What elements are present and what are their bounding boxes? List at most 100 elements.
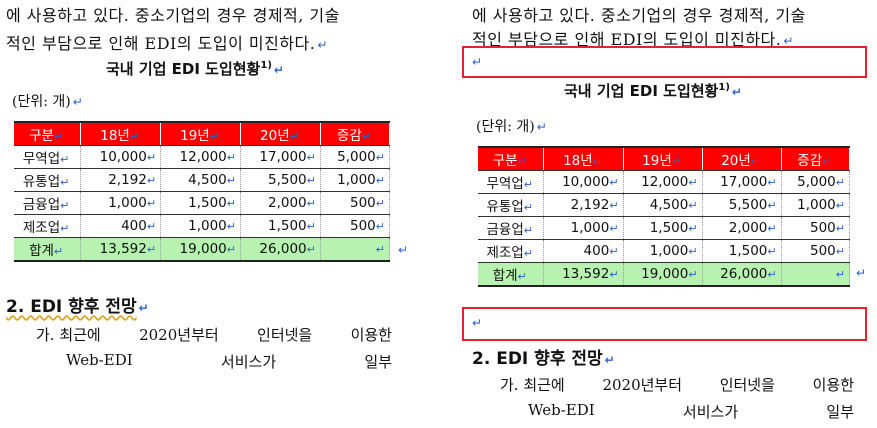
table-cell[interactable]: ↵: [320, 237, 391, 262]
cell-mark-icon: ↵: [688, 222, 698, 235]
table-cell[interactable]: 1,500↵: [623, 216, 703, 240]
cell-mark-icon: ↵: [671, 155, 681, 168]
cell-mark-icon: ↵: [146, 151, 157, 164]
cell-mark-icon: ↵: [146, 220, 157, 233]
cell-mark-icon: ↵: [517, 270, 527, 283]
list-item-line: 가. 최근에 2020년부터 인터넷을 이용한: [500, 376, 854, 394]
paragraph-mark-icon: ↵: [398, 243, 409, 257]
table-row: 유통업↵ 2,192↵ 4,500↵ 5,500↵ 1,000↵: [478, 193, 851, 217]
table-cell[interactable]: 17,000↵: [702, 170, 782, 194]
table-title: 국내 기업 EDI 도입현황1) ↵: [106, 60, 284, 78]
table-cell[interactable]: 5,000↵: [320, 145, 391, 169]
table-cell[interactable]: 1,000↵: [80, 191, 162, 215]
table-cell[interactable]: 1,000↵: [160, 214, 241, 238]
cell-mark-icon: ↵: [306, 243, 316, 256]
cell-mark-icon: ↵: [835, 222, 845, 235]
table-row-label[interactable]: 금융업↵: [478, 216, 545, 240]
table-cell[interactable]: 2,000↵: [240, 191, 321, 215]
table-cell[interactable]: 500↵: [781, 239, 851, 263]
list-item-line: Web-EDI 서비스가 일부: [66, 351, 392, 371]
table-cell[interactable]: 400↵: [543, 239, 624, 263]
table-row-label[interactable]: 금융업↵: [14, 191, 82, 215]
table-cell[interactable]: 12,000↵: [623, 170, 703, 194]
table-cell[interactable]: 5,500↵: [240, 168, 321, 192]
table-row-label[interactable]: 유통업↵: [14, 168, 82, 192]
table-title: 국내 기업 EDI 도입현황1) ↵: [564, 82, 742, 100]
table-header-cell: 구분↵: [478, 147, 545, 171]
table-cell[interactable]: ↵: [781, 262, 851, 287]
table-cell[interactable]: 13,592↵: [543, 262, 624, 287]
table-cell[interactable]: 500↵: [320, 191, 391, 215]
table-cell[interactable]: 1,500↵: [160, 191, 241, 215]
paragraph-mark-icon: ↵: [604, 353, 615, 367]
cell-mark-icon: ↵: [209, 130, 219, 143]
table-total-row: 합계↵ 13,592↵ 19,000↵ 26,000↵ ↵: [478, 262, 851, 287]
cell-mark-icon: ↵: [835, 199, 845, 212]
table-cell[interactable]: 17,000↵: [240, 145, 321, 169]
cell-mark-icon: ↵: [226, 197, 236, 210]
table-cell[interactable]: 1,000↵: [623, 239, 703, 263]
table-cell[interactable]: 4,500↵: [160, 168, 241, 192]
table-cell[interactable]: 1,500↵: [702, 239, 782, 263]
cell-mark-icon: ↵: [306, 174, 316, 187]
table-cell[interactable]: 400↵: [80, 214, 162, 238]
table-cell[interactable]: 5,500↵: [702, 193, 782, 217]
table-cell[interactable]: 26,000↵: [702, 262, 782, 287]
table-header-row: 구분↵ 18년↵ 19년↵ 20년↵ 증감↵: [478, 147, 851, 171]
table-row: 금융업↵ 1,000↵ 1,500↵ 2,000↵ 500↵: [14, 191, 391, 215]
table-row-label[interactable]: 제조업↵: [478, 239, 545, 263]
table-cell[interactable]: 13,592↵: [80, 237, 162, 262]
left-document-pane: 에 사용하고 있다. 중소기업의 경우 경제적, 기술 적인 부담으로 인해 E…: [0, 0, 435, 428]
cell-mark-icon: ↵: [375, 197, 385, 210]
paragraph-mark-icon: ↵: [472, 55, 483, 69]
paragraph-mark-icon: ↵: [138, 301, 149, 315]
table-row-label[interactable]: 제조업↵: [14, 214, 82, 238]
cell-mark-icon: ↵: [146, 243, 157, 256]
cell-mark-icon: ↵: [361, 130, 371, 143]
table-cell[interactable]: 2,000↵: [702, 216, 782, 240]
table-cell[interactable]: 2,192↵: [80, 168, 162, 192]
table-row-label[interactable]: 무역업↵: [14, 145, 82, 169]
table-cell[interactable]: 1,000↵: [320, 168, 391, 192]
table-cell[interactable]: 12,000↵: [160, 145, 241, 169]
cell-mark-icon: ↵: [523, 247, 533, 260]
table-cell[interactable]: 1,000↵: [781, 193, 851, 217]
cell-mark-icon: ↵: [60, 176, 70, 189]
table-header-cell: 증감↵: [781, 147, 851, 171]
table-cell[interactable]: 10,000↵: [80, 145, 162, 169]
table-header-cell: 18년↵: [80, 122, 162, 146]
cell-mark-icon: ↵: [835, 245, 845, 258]
table-cell[interactable]: 1,000↵: [543, 216, 624, 240]
table-total-row: 합계↵ 13,592↵ 19,000↵ 26,000↵ ↵: [14, 237, 391, 262]
cell-mark-icon: ↵: [688, 199, 698, 212]
paragraph-line: 적인 부담으로 인해 EDI의 도입이 미진하다. ↵: [472, 30, 794, 49]
table-cell[interactable]: 4,500↵: [623, 193, 703, 217]
table-cell[interactable]: 19,000↵: [623, 262, 703, 287]
table-row-label[interactable]: 무역업↵: [478, 170, 545, 194]
section-heading: 2. EDI 향후 전망 ↵: [472, 349, 615, 369]
right-document-pane: 에 사용하고 있다. 중소기업의 경우 경제적, 기술 적인 부담으로 인해 E…: [442, 0, 877, 428]
table-cell[interactable]: 500↵: [781, 216, 851, 240]
cell-mark-icon: ↵: [375, 243, 385, 256]
table-row: 제조업↵ 400↵ 1,000↵ 1,500↵ 500↵: [14, 214, 391, 238]
table-row: 무역업↵ 10,000↵ 12,000↵ 17,000↵ 5,000↵: [478, 170, 851, 194]
table-cell[interactable]: 19,000↵: [160, 237, 241, 262]
inserted-blank-paragraph-highlight[interactable]: ↵: [462, 307, 867, 341]
cell-mark-icon: ↵: [767, 199, 777, 212]
table-row-label[interactable]: 합계↵: [14, 237, 82, 262]
table-cell[interactable]: 1,500↵: [240, 214, 321, 238]
table-row: 무역업↵ 10,000↵ 12,000↵ 17,000↵ 5,000↵: [14, 145, 391, 169]
table-cell[interactable]: 500↵: [320, 214, 391, 238]
inserted-blank-paragraph-highlight[interactable]: ↵: [462, 46, 867, 78]
table-header-cell: 19년↵: [623, 147, 703, 171]
table-cell[interactable]: 5,000↵: [781, 170, 851, 194]
table-cell[interactable]: 10,000↵: [543, 170, 624, 194]
table-row-label[interactable]: 유통업↵: [478, 193, 545, 217]
table-cell[interactable]: 26,000↵: [240, 237, 321, 262]
cell-mark-icon: ↵: [226, 220, 236, 233]
paragraph-mark-icon: ↵: [856, 266, 867, 280]
table-row-label[interactable]: 합계↵: [478, 262, 545, 287]
list-item-line: Web-EDI 서비스가 일부: [528, 401, 854, 421]
table-header-cell: 증감↵: [320, 122, 391, 146]
table-cell[interactable]: 2,192↵: [543, 193, 624, 217]
